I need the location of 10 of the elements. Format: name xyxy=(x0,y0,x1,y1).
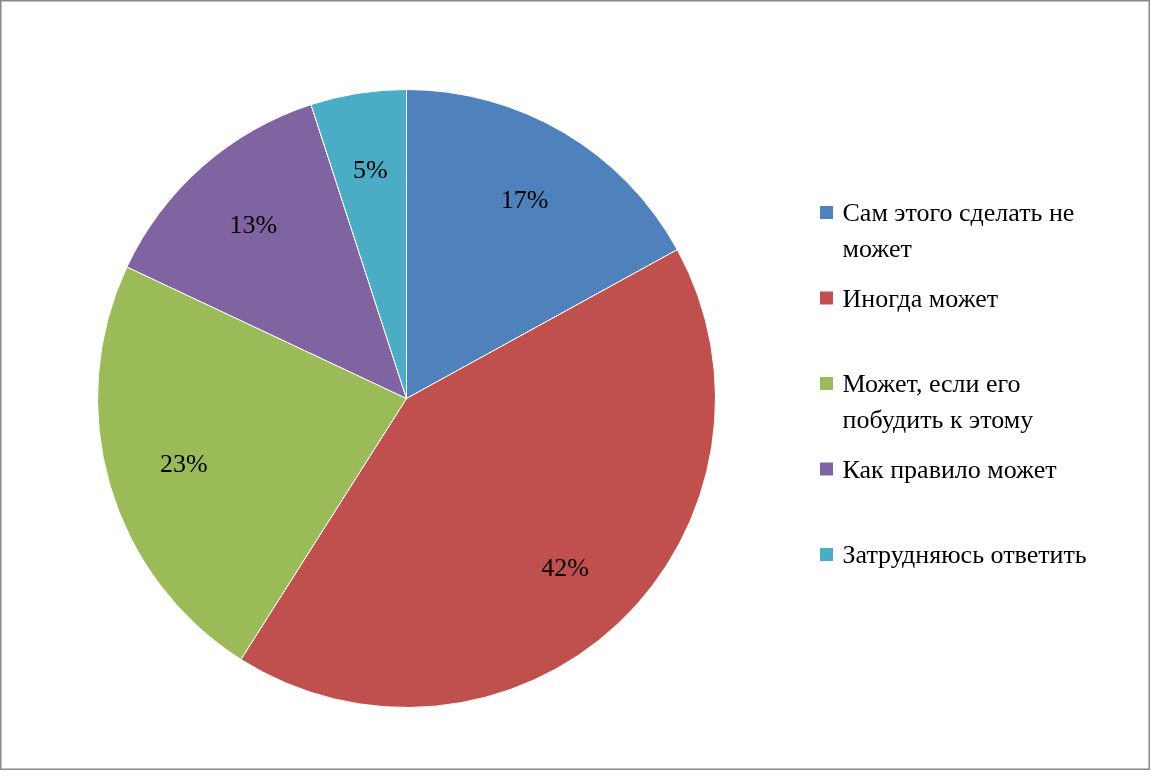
data-label: 13% xyxy=(229,210,278,240)
legend-label: Может, если его побудить к этому xyxy=(842,369,1034,434)
legend-label: Затрудняюсь ответить xyxy=(842,540,1087,569)
legend-label: Сам этого сделать не может xyxy=(842,198,1075,263)
data-label: 5% xyxy=(352,155,388,185)
legend-label: Иногда может xyxy=(842,283,999,313)
data-label: 23% xyxy=(160,448,208,478)
data-label: 42% xyxy=(541,552,589,582)
data-label: 17% xyxy=(500,184,549,214)
legend-label: Как правило может xyxy=(842,454,1057,484)
